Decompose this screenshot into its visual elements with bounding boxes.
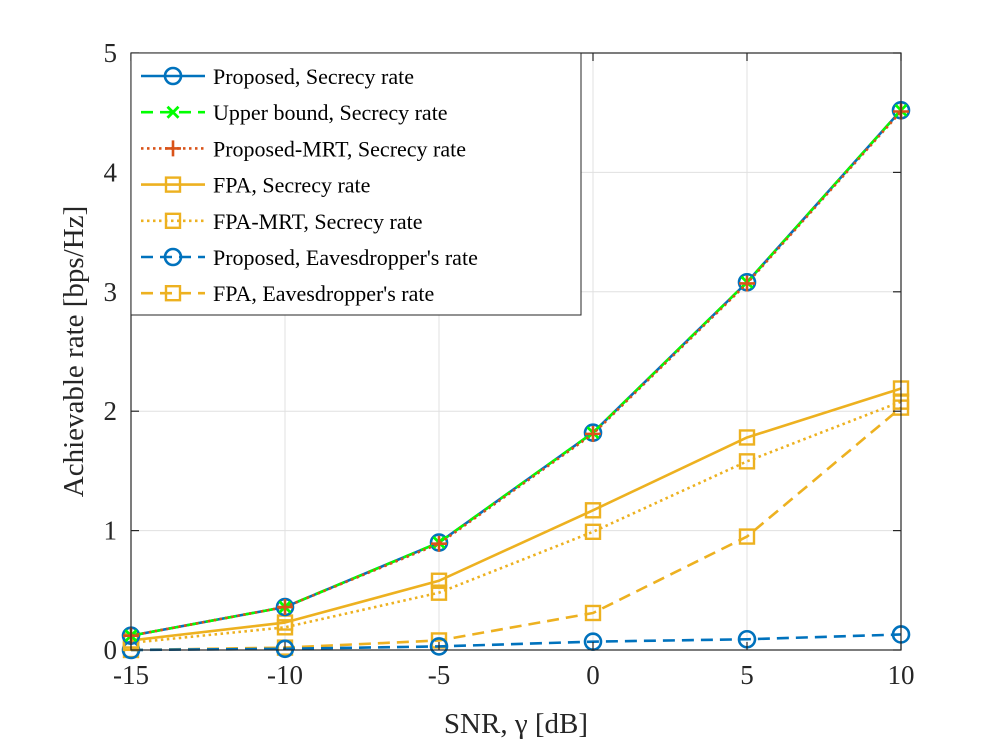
legend-marker (164, 285, 182, 302)
x-tick-label: 5 (740, 660, 754, 690)
ticks: -15 -10 -5 0 5 10 0 1 2 3 4 5 (104, 38, 915, 690)
x-tick-label: -5 (428, 660, 451, 690)
x-tick-label: 10 (888, 660, 915, 690)
legend-item: Proposed-MRT, Secrecy rate (141, 136, 466, 161)
legend-item: FPA, Eavesdropper's rate (141, 281, 434, 306)
data-point (584, 523, 602, 540)
data-point (431, 535, 447, 552)
legend-item: Proposed, Secrecy rate (141, 64, 414, 89)
data-point (738, 429, 756, 446)
legend-marker (164, 212, 182, 230)
x-tick-label: -10 (267, 660, 303, 690)
series-line (130, 400, 902, 645)
y-tick-label: 4 (104, 157, 118, 187)
y-tick-label: 5 (104, 38, 118, 68)
legend-label: Proposed-MRT, Secrecy rate (213, 136, 466, 161)
legend: Proposed, Secrecy rate Upper bound, Secre… (130, 52, 582, 316)
series-5 (121, 625, 911, 660)
y-tick-label: 3 (104, 277, 118, 307)
data-point (738, 528, 756, 545)
y-axis-label: Achievable rate [bps/Hz] (58, 206, 90, 497)
y-tick-label: 2 (104, 396, 118, 426)
data-point (585, 425, 601, 442)
data-point (584, 502, 602, 519)
data-point (277, 599, 293, 616)
x-tick-label: 0 (586, 660, 600, 690)
data-point (429, 637, 449, 656)
legend-item: Upper bound, Secrecy rate (141, 100, 448, 125)
legend-item: FPA-MRT, Secrecy rate (141, 209, 422, 234)
legend-label: Proposed, Secrecy rate (213, 64, 414, 89)
legend-marker (163, 66, 183, 86)
series-layer (121, 101, 911, 660)
legend-marker (164, 176, 182, 193)
legend-marker (166, 105, 180, 119)
series-6 (122, 399, 910, 659)
legend-label: FPA-MRT, Secrecy rate (213, 209, 422, 234)
legend-box (130, 52, 582, 316)
x-tick-label: -15 (113, 660, 149, 690)
series-line (130, 406, 902, 652)
series-3 (122, 380, 910, 649)
legend-item: FPA, Secrecy rate (141, 173, 370, 198)
series-line (130, 633, 902, 652)
series-line (130, 387, 902, 642)
data-point (738, 453, 756, 470)
legend-label: FPA, Secrecy rate (213, 173, 370, 198)
legend-label: FPA, Eavesdropper's rate (213, 281, 434, 306)
series-line (130, 109, 902, 637)
data-point (430, 584, 448, 601)
data-point (275, 639, 295, 659)
legend-marker (163, 247, 183, 267)
data-point (430, 572, 448, 589)
legend-label: Upper bound, Secrecy rate (213, 100, 448, 125)
series-4 (122, 393, 910, 652)
data-point (739, 275, 755, 292)
y-tick-label: 1 (104, 516, 118, 546)
x-axis-label: SNR, γ [dB] (444, 708, 588, 740)
legend-marker (165, 140, 181, 157)
data-point (584, 604, 602, 622)
y-tick-label: 0 (104, 635, 118, 665)
legend-label: Proposed, Eavesdropper's rate (213, 245, 478, 270)
legend-item: Proposed, Eavesdropper's rate (141, 245, 478, 270)
